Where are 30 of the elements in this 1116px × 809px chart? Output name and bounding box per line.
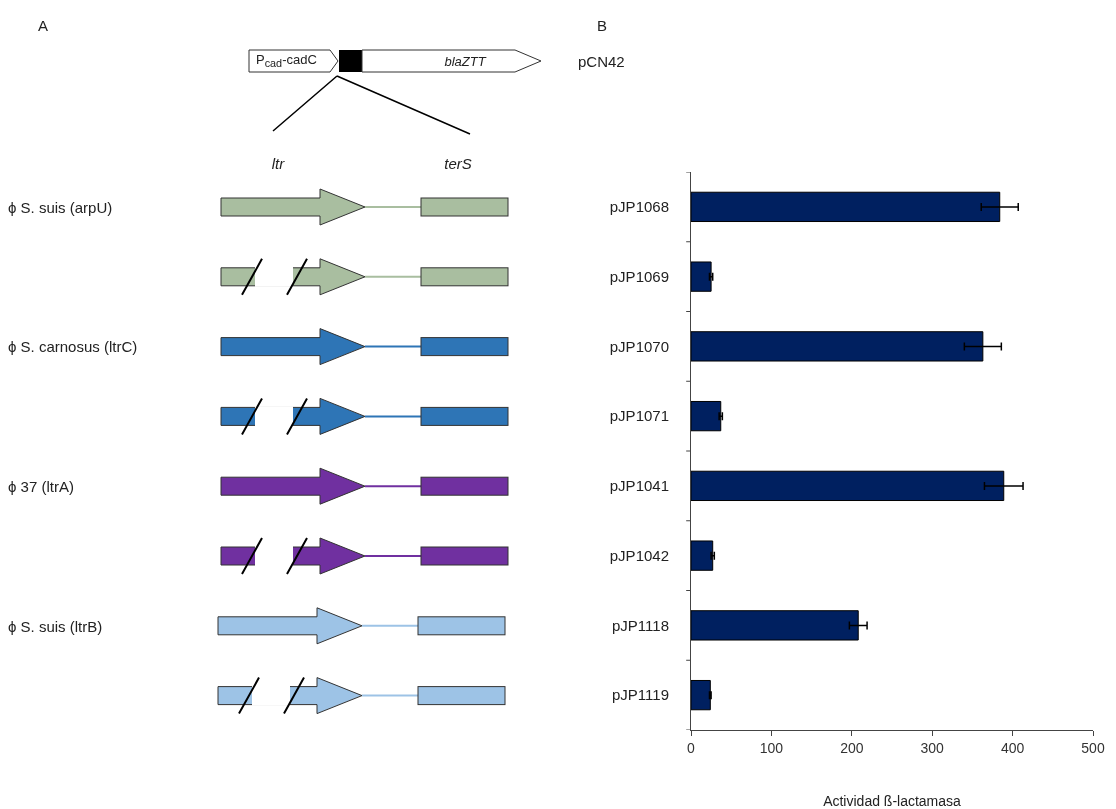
text: ϕ S. carnosus (ltrC) [8, 337, 138, 355]
y-tick-label: pJP1042 [609, 546, 669, 564]
text: blaZTT [444, 53, 486, 69]
x-tick-label: 100 [759, 739, 784, 756]
x-tick-label: 200 [840, 739, 864, 756]
x-tick-label: 300 [920, 739, 945, 756]
text: ϕ S. suis (arpU) [8, 198, 113, 216]
y-tick-label: pJP1068 [609, 198, 669, 216]
bar [691, 540, 714, 571]
text: ϕ 37 (ltrA) [8, 477, 74, 495]
x-tick-label: 500 [1081, 739, 1105, 756]
y-tick-label: pJP1119 [612, 686, 669, 704]
text: P$_{cad}$-cadC [256, 51, 317, 70]
x-axis-title: Actividad ß-lactamasa [823, 793, 962, 809]
text: A [38, 16, 49, 34]
y-tick-label: pJP1071 [609, 407, 669, 425]
text: B [597, 16, 608, 34]
y-tick-label: pJP1041 [609, 477, 669, 495]
x-tick-label: 400 [1000, 739, 1025, 756]
bar [691, 400, 722, 432]
text: pCN42 [578, 52, 625, 70]
text: ϕ S. suis (ltrB) [8, 617, 103, 635]
text: ltr [271, 154, 285, 172]
y-tick-label: pJP1118 [612, 616, 669, 634]
y-tick-label: pJP1070 [609, 337, 669, 355]
y-tick-label: pJP1069 [609, 267, 669, 285]
x-tick-label: 0 [687, 739, 696, 756]
text: terS [444, 154, 472, 172]
bar [691, 261, 712, 292]
bar [691, 679, 711, 711]
